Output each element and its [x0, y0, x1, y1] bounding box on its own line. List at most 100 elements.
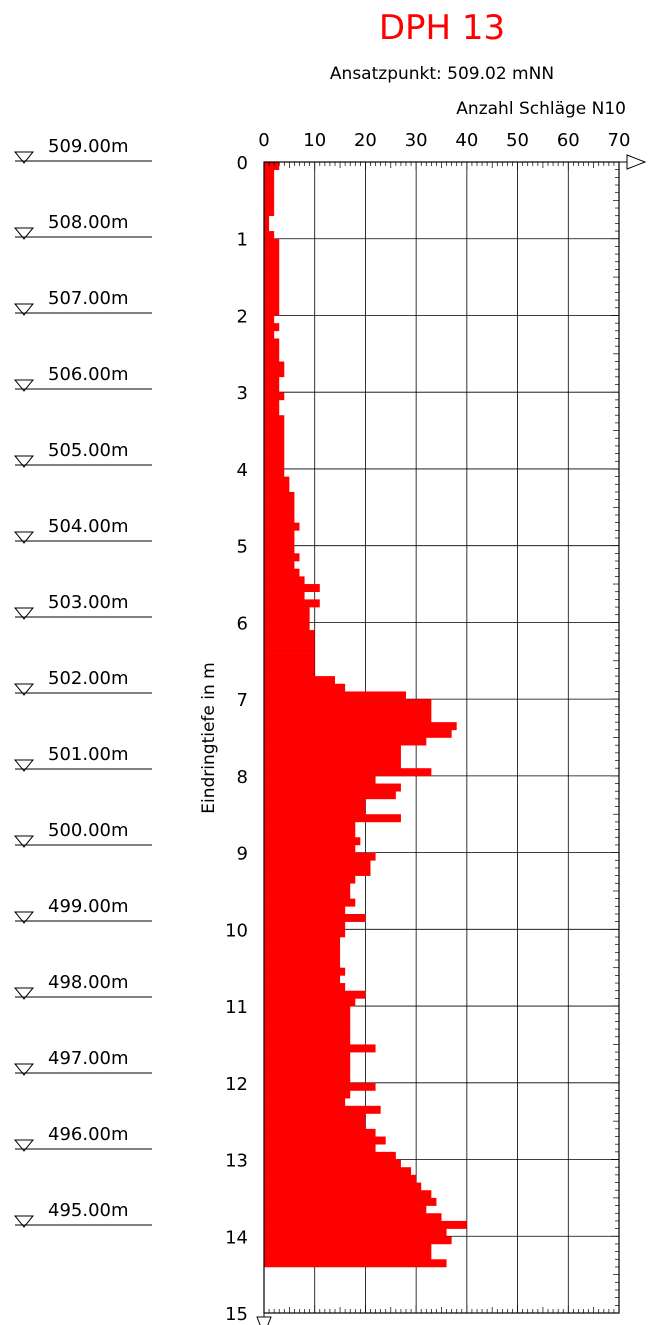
bar [264, 729, 452, 738]
x-tick-label: 0 [258, 130, 269, 151]
bar [264, 875, 356, 884]
bar [264, 392, 285, 401]
bar [264, 660, 315, 669]
bar [264, 775, 376, 784]
bar [264, 215, 270, 224]
bar [264, 860, 371, 869]
y-tick-label: 5 [237, 537, 248, 558]
bar [264, 821, 356, 830]
bar [264, 223, 270, 232]
y-tick-label: 9 [237, 844, 248, 865]
bar [264, 1213, 442, 1222]
elevation-marker: 505.00m [13, 440, 152, 468]
bar [264, 177, 275, 186]
bar [264, 1151, 396, 1160]
bar [264, 798, 366, 807]
bar [264, 668, 315, 677]
bar [264, 1082, 376, 1091]
bar [264, 722, 457, 731]
bar [264, 522, 300, 531]
bar [264, 353, 280, 362]
bar [264, 622, 310, 631]
bar [264, 883, 351, 892]
bar [264, 369, 285, 378]
bar [264, 1259, 447, 1268]
bars [264, 162, 467, 1268]
bar [264, 407, 280, 416]
bar [264, 1029, 351, 1038]
bar [264, 584, 320, 593]
elevation-label: 507.00m [48, 288, 129, 309]
elevation-label: 496.00m [48, 1124, 129, 1145]
elevation-label: 505.00m [48, 440, 129, 461]
bar [264, 185, 275, 193]
bar [264, 1067, 351, 1076]
y-tick-label: 1 [237, 230, 248, 251]
bar [264, 507, 295, 516]
bar [264, 783, 401, 792]
bar [264, 346, 280, 355]
y-tick-label: 14 [225, 1227, 248, 1248]
bar [264, 430, 285, 439]
bar [264, 246, 280, 255]
bar [264, 952, 341, 961]
bar [264, 1128, 376, 1137]
water-level-triangle-icon [13, 607, 35, 620]
bar [264, 330, 275, 339]
elevation-marker: 506.00m [13, 364, 152, 392]
elevation-marker: 503.00m [13, 592, 152, 620]
bar [264, 714, 432, 723]
bar [264, 921, 346, 930]
bar [264, 300, 280, 309]
elevation-marker: 504.00m [13, 516, 152, 544]
bar [264, 530, 295, 539]
bar [264, 1243, 432, 1252]
bar [264, 476, 290, 485]
bar [264, 1190, 432, 1199]
bar [264, 745, 401, 754]
bar [264, 990, 366, 999]
water-level-triangle-icon [13, 911, 35, 924]
x-tick-label: 40 [455, 130, 478, 151]
water-level-triangle-icon [13, 303, 35, 316]
x-tick-label: 30 [405, 130, 428, 151]
bar [264, 1182, 422, 1191]
elevation-label: 497.00m [48, 1048, 129, 1069]
bar [264, 706, 432, 715]
bar [264, 637, 315, 646]
bar [264, 284, 280, 293]
bar [264, 737, 427, 746]
bar [264, 1228, 447, 1237]
bar [264, 1013, 351, 1022]
bar [264, 323, 280, 332]
bar [264, 676, 335, 685]
elevation-label: 508.00m [48, 212, 129, 233]
water-level-triangle-icon [13, 151, 35, 164]
water-level-triangle-icon [13, 379, 35, 392]
bar [264, 499, 295, 508]
elevation-marker: 509.00m [13, 136, 152, 164]
bar [264, 361, 285, 370]
bar [264, 169, 275, 178]
x-tick-label: 50 [506, 130, 529, 151]
bar [264, 867, 371, 876]
y-tick-label: 15 [225, 1304, 248, 1325]
bar [264, 806, 366, 815]
bar [264, 1174, 417, 1183]
bar [264, 261, 280, 270]
bar [264, 630, 315, 639]
bar [264, 898, 356, 907]
x-axis-arrow-icon [626, 154, 647, 170]
elevation-label: 506.00m [48, 364, 129, 385]
water-level-triangle-icon [13, 531, 35, 544]
elevation-label: 501.00m [48, 744, 129, 765]
elevation-label: 500.00m [48, 820, 129, 841]
elevation-label: 498.00m [48, 972, 129, 993]
bar [264, 384, 280, 393]
bar [264, 514, 295, 523]
grid [263, 161, 620, 1314]
x-tick-label: 10 [303, 130, 326, 151]
bar [264, 929, 346, 938]
bar [264, 453, 285, 462]
